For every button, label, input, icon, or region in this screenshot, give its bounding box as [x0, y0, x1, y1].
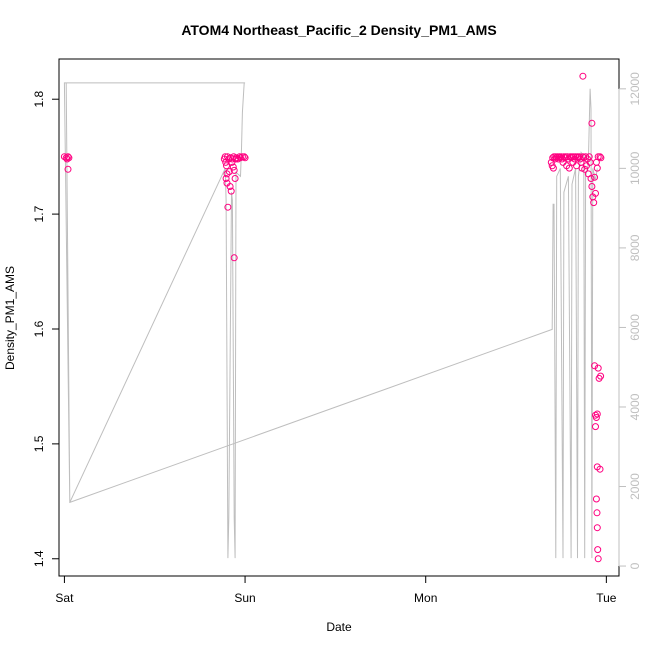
data-point [582, 153, 590, 161]
y-axis-label: Density_PM1_AMS [3, 266, 17, 370]
data-point [65, 154, 73, 162]
data-point [225, 168, 233, 176]
data-point [592, 414, 600, 421]
data-point [222, 175, 230, 182]
data-point [232, 154, 240, 162]
data-point [227, 154, 235, 162]
y-tick-label: 1.4 [32, 550, 46, 567]
x-tick-label: Tue [596, 591, 617, 605]
y2-tick-label: 0 [628, 562, 642, 569]
data-point [230, 254, 238, 262]
data-point [593, 524, 601, 532]
data-point [594, 555, 602, 563]
data-point [230, 166, 238, 174]
data-point [593, 164, 601, 172]
data-point [549, 164, 557, 172]
data-point [592, 423, 599, 431]
y-tick-label: 1.6 [32, 320, 46, 337]
plot-frame [58, 58, 620, 577]
data-point [579, 72, 587, 80]
data-point [587, 175, 595, 182]
series-line-layer [63, 82, 598, 559]
data-point [590, 199, 598, 207]
x-tick-label: Sun [234, 591, 255, 605]
data-point [223, 170, 231, 178]
data-point [591, 173, 599, 181]
data-point [593, 509, 601, 517]
data-point [226, 183, 234, 190]
data-point [62, 154, 70, 162]
y2-tick-label: 10000 [628, 151, 642, 185]
data-point [588, 183, 596, 190]
data-point [227, 187, 235, 195]
data-point [597, 154, 605, 162]
series-line [63, 82, 598, 559]
data-point [588, 119, 596, 127]
data-point [241, 154, 249, 162]
data-point [596, 153, 604, 161]
data-point [596, 465, 604, 473]
x-axis-label: Date [326, 620, 352, 634]
data-point [231, 175, 239, 182]
data-point [592, 189, 599, 197]
y-tick-label: 1.5 [32, 435, 46, 452]
y2-tick-label: 4000 [628, 393, 642, 420]
x-tick-label: Mon [414, 591, 437, 605]
y2-tick-label: 12000 [628, 72, 642, 106]
data-point [597, 372, 605, 380]
y2-tick-label: 8000 [628, 234, 642, 261]
y2-tick-label: 2000 [628, 473, 642, 500]
data-point [581, 165, 589, 173]
data-point [565, 164, 573, 172]
series-points-layer [60, 72, 605, 563]
data-point [64, 153, 72, 161]
data-point [64, 165, 72, 173]
y-tick-label: 1.7 [32, 205, 46, 222]
data-point [224, 203, 232, 211]
data-point [591, 362, 599, 370]
y-axis: 1.4 1.5 1.6 1.7 1.8 [32, 91, 60, 567]
data-point [593, 410, 601, 418]
data-point [594, 364, 602, 372]
x-tick-label: Sat [55, 591, 74, 605]
data-point [229, 163, 237, 171]
y2-axis: 0 2000 4000 6000 8000 10000 12000 [618, 72, 642, 569]
y2-tick-label: 6000 [628, 314, 642, 341]
data-point [594, 546, 602, 554]
data-point [592, 495, 600, 503]
data-point [223, 162, 230, 170]
y-tick-label: 1.8 [32, 91, 46, 108]
data-point [240, 153, 248, 161]
chart-title: ATOM4 Northeast_Pacific_2 Density_PM1_AM… [181, 22, 496, 38]
x-axis: Sat Sun Mon Tue [55, 575, 617, 605]
